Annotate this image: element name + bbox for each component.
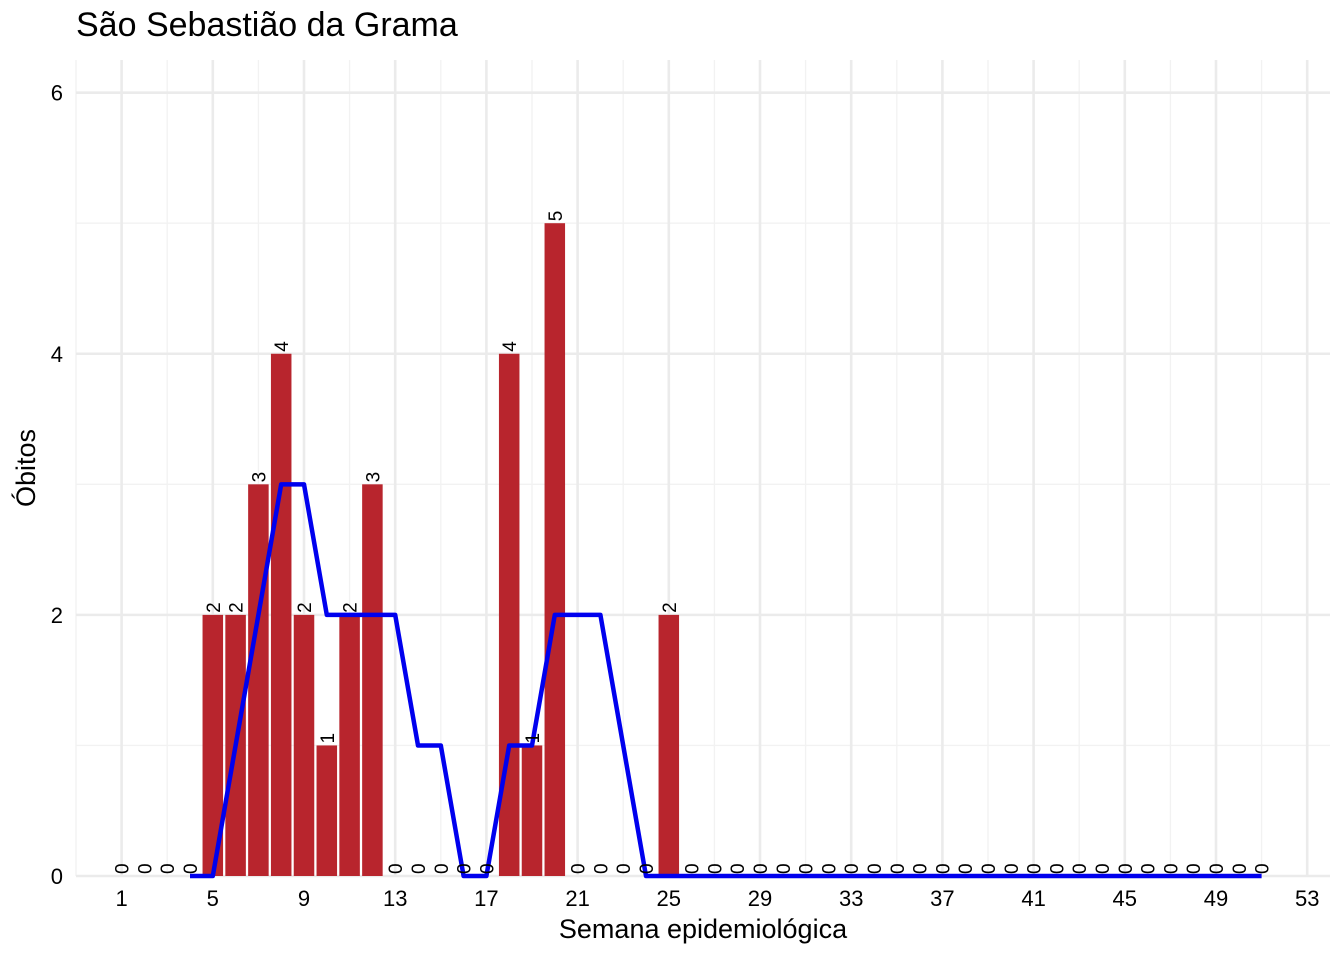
y-tick-label: 4 xyxy=(51,342,63,367)
data-label: 0 xyxy=(1047,863,1068,874)
data-label: 0 xyxy=(1184,863,1205,874)
x-tick-label: 37 xyxy=(930,886,954,911)
data-label: 0 xyxy=(1070,863,1091,874)
bar xyxy=(362,484,383,876)
x-tick-label: 21 xyxy=(565,886,589,911)
data-label: 0 xyxy=(774,863,795,874)
bar xyxy=(339,614,360,876)
data-label: 3 xyxy=(249,472,270,483)
x-tick-label: 13 xyxy=(383,886,407,911)
y-tick-label: 6 xyxy=(51,81,63,106)
data-label: 0 xyxy=(1253,863,1274,874)
y-axis-title: Óbitos xyxy=(10,429,41,507)
data-label: 0 xyxy=(797,863,818,874)
data-label: 0 xyxy=(569,863,590,874)
data-label: 0 xyxy=(1116,863,1137,874)
data-label: 0 xyxy=(158,863,179,874)
data-label: 0 xyxy=(1230,863,1251,874)
moving-average-series xyxy=(190,482,1262,879)
data-label: 2 xyxy=(341,602,362,613)
chart-title: São Sebastião da Grama xyxy=(76,6,458,44)
data-label: 0 xyxy=(181,863,202,874)
data-label: 2 xyxy=(295,602,316,613)
bar xyxy=(521,745,543,876)
bar xyxy=(270,353,292,876)
data-label: 0 xyxy=(1002,863,1023,874)
x-tick-label: 49 xyxy=(1204,886,1228,911)
data-label: 0 xyxy=(409,863,430,874)
data-label: 0 xyxy=(113,863,134,874)
x-tick-label: 53 xyxy=(1295,886,1319,911)
data-label: 0 xyxy=(637,863,658,874)
data-label: 4 xyxy=(500,341,521,352)
bar xyxy=(248,484,269,876)
data-label: 0 xyxy=(1093,863,1114,874)
data-label: 0 xyxy=(386,863,407,874)
y-tick-label: 0 xyxy=(51,864,63,889)
x-tick-label: 33 xyxy=(839,886,863,911)
data-label: 0 xyxy=(911,863,932,874)
bar xyxy=(202,614,224,876)
data-label: 0 xyxy=(705,863,726,874)
data-label: 0 xyxy=(614,863,635,874)
data-label: 0 xyxy=(956,863,977,874)
x-tick-label: 1 xyxy=(115,886,127,911)
data-label: 2 xyxy=(660,602,681,613)
data-label: 0 xyxy=(1161,863,1182,874)
series-line xyxy=(190,482,1262,879)
data-label: 0 xyxy=(751,863,772,874)
data-label: 0 xyxy=(477,863,498,874)
data-label: 3 xyxy=(363,472,384,483)
data-label: 0 xyxy=(1207,863,1228,874)
y-tick-label: 2 xyxy=(51,603,63,628)
x-tick-label: 25 xyxy=(657,886,681,911)
data-label: 0 xyxy=(933,863,954,874)
data-label: 4 xyxy=(272,341,293,352)
data-label: 0 xyxy=(591,863,612,874)
x-tick-label: 9 xyxy=(298,886,310,911)
data-label: 0 xyxy=(135,863,156,874)
data-label: 1 xyxy=(318,733,339,744)
y-axis-ticks: 0 2 4 6 xyxy=(51,81,63,889)
x-tick-label: 45 xyxy=(1113,886,1137,911)
x-tick-label: 5 xyxy=(207,886,219,911)
data-label: 0 xyxy=(432,863,453,874)
bar-series xyxy=(202,223,680,876)
data-label: 0 xyxy=(1025,863,1046,874)
data-label: 0 xyxy=(455,863,476,874)
x-axis-title: Semana epidemiológica xyxy=(559,914,848,944)
bar xyxy=(293,614,315,876)
data-label: 0 xyxy=(1139,863,1160,874)
x-tick-label: 41 xyxy=(1021,886,1045,911)
x-axis-ticks: 1 5 9 13 17 21 25 29 33 37 41 45 49 53 xyxy=(115,886,1319,911)
data-label: 5 xyxy=(546,211,567,222)
data-label: 0 xyxy=(683,863,704,874)
x-tick-label: 17 xyxy=(474,886,498,911)
data-label: 1 xyxy=(523,733,544,744)
data-label: 0 xyxy=(842,863,863,874)
data-label: 0 xyxy=(888,863,909,874)
bar xyxy=(316,745,338,876)
x-tick-label: 29 xyxy=(748,886,772,911)
data-label: 2 xyxy=(204,602,225,613)
data-label: 2 xyxy=(227,602,248,613)
data-label: 0 xyxy=(728,863,749,874)
data-label: 0 xyxy=(979,863,1000,874)
data-label: 0 xyxy=(865,863,886,874)
data-label: 0 xyxy=(819,863,840,874)
bar xyxy=(544,223,566,876)
bar xyxy=(658,614,680,876)
